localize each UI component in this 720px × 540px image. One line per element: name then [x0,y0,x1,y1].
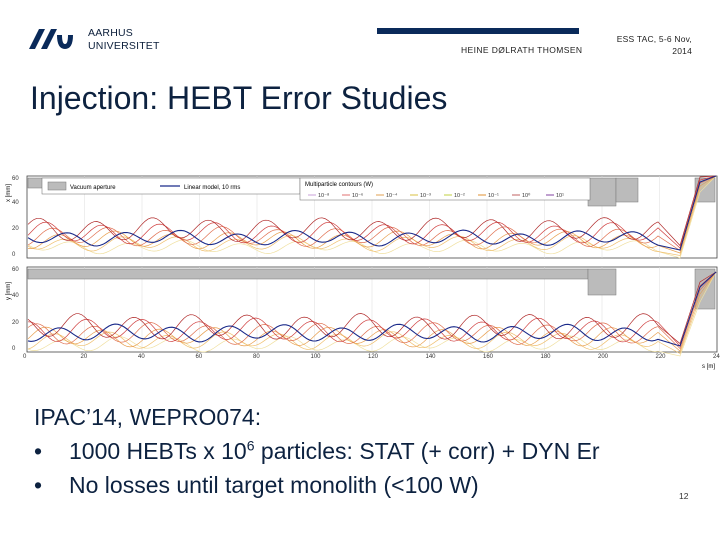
page-number: 12 [679,491,689,501]
bullet-2-text: No losses until target monolith (<100 W) [69,472,479,498]
multiparticle-contour-y [27,271,717,345]
bullet-marker: • [34,438,43,464]
x-tick-label: 60 [196,354,203,360]
x-tick-label: 0 [23,354,27,360]
hebt-figure: Vacuum aperture Linear model, 10 rms Mul… [0,172,720,377]
linear-model-y [27,271,717,347]
legend-level-label: 10⁻⁴ [386,192,398,199]
bottom-y-tick-label: 60 [12,267,19,273]
legend-vacuum-label: Vacuum aperture [70,185,116,191]
x-tick-label: 220 [656,354,667,360]
x-tick-label: 120 [368,354,379,360]
vacuum-aperture-bottom [27,268,589,280]
legend-level-label: 10⁻⁸ [318,192,329,199]
multiparticle-contour-x [27,175,717,252]
top-y-tick-label: 20 [12,226,19,232]
bottom-ylabel: y [mm] [6,282,12,300]
x-tick-label: 20 [81,354,88,360]
university-name: AARHUS UNIVERSITET [88,27,160,53]
x-tick-label: 160 [483,354,494,360]
multiparticle-contour-x [27,175,717,259]
slide-title: Injection: HEBT Error Studies [30,80,448,116]
conference-info: ESS TAC, 5-6 Nov, 2014 [617,33,692,57]
bullet-marker: • [34,472,43,498]
bullet-1-post: particles: STAT (+ corr) + DYN Er [254,438,600,464]
conference-line2: 2014 [672,46,692,56]
multiparticle-contour-y [27,271,717,347]
university-line1: AARHUS [88,27,133,39]
body-text: IPAC’14, WEPRO074: • 1000 HEBTs x 106 pa… [34,400,720,502]
multiparticle-contour-y [27,271,717,350]
top-y-tick-label: 60 [12,176,19,182]
multiparticle-contour-x [27,175,717,247]
vacuum-aperture-top-step [587,177,617,207]
vacuum-aperture-bottom-step [587,268,617,296]
top-ylabel: x [mm] [6,184,12,202]
legend-level-label: 10⁻³ [420,193,431,199]
aarhus-logo [27,27,75,56]
body-heading: IPAC’14, WEPRO074: [34,404,262,430]
university-line2: UNIVERSITET [88,40,160,52]
bottom-y-tick-label: 0 [12,346,16,352]
top-y-tick-label: 40 [12,200,19,206]
x-tick-label: 200 [598,354,609,360]
bullet-1-superscript: 6 [246,437,255,454]
x-tick-label: 100 [311,354,322,360]
legend-level-label: 10⁻² [454,193,465,199]
header-bar [377,28,579,34]
legend-level-label: 10⁻¹ [488,193,499,199]
legend-linear-label: Linear model, 10 rms [184,185,240,191]
bullet-item-1: • 1000 HEBTs x 106 particles: STAT (+ co… [34,434,720,468]
x-tick-label: 80 [253,354,260,360]
legend-level-label: 10⁰ [522,192,531,199]
legend-level-label: 10⁻⁶ [352,192,363,199]
x-tick-label: 140 [426,354,437,360]
bullet-1-pre: 1000 HEBTs x 10 [69,438,247,464]
bottom-y-tick-label: 20 [12,320,19,326]
x-tick-label: 180 [541,354,552,360]
legend-vacuum-swatch [47,181,67,191]
conference-line1: ESS TAC, 5-6 Nov, [616,34,692,44]
linear-model-x [27,175,717,251]
legend-multiparticle-label: Multiparticle contours (W) [305,182,373,188]
author-name: HEINE DØLRATH THOMSEN [461,45,583,55]
legend-level-label: 10¹ [556,193,564,199]
multiparticle-contour-y [27,271,717,357]
xlabel: s [m] [702,364,715,370]
top-y-tick-label: 0 [12,252,16,258]
bullet-1-text: 1000 HEBTs x 106 particles: STAT (+ corr… [69,434,600,468]
bottom-y-tick-label: 40 [12,293,19,299]
bullet-item-2: • No losses until target monolith (<100 … [34,468,720,502]
x-tick-label: 240 [713,354,720,360]
x-tick-label: 40 [138,354,145,360]
